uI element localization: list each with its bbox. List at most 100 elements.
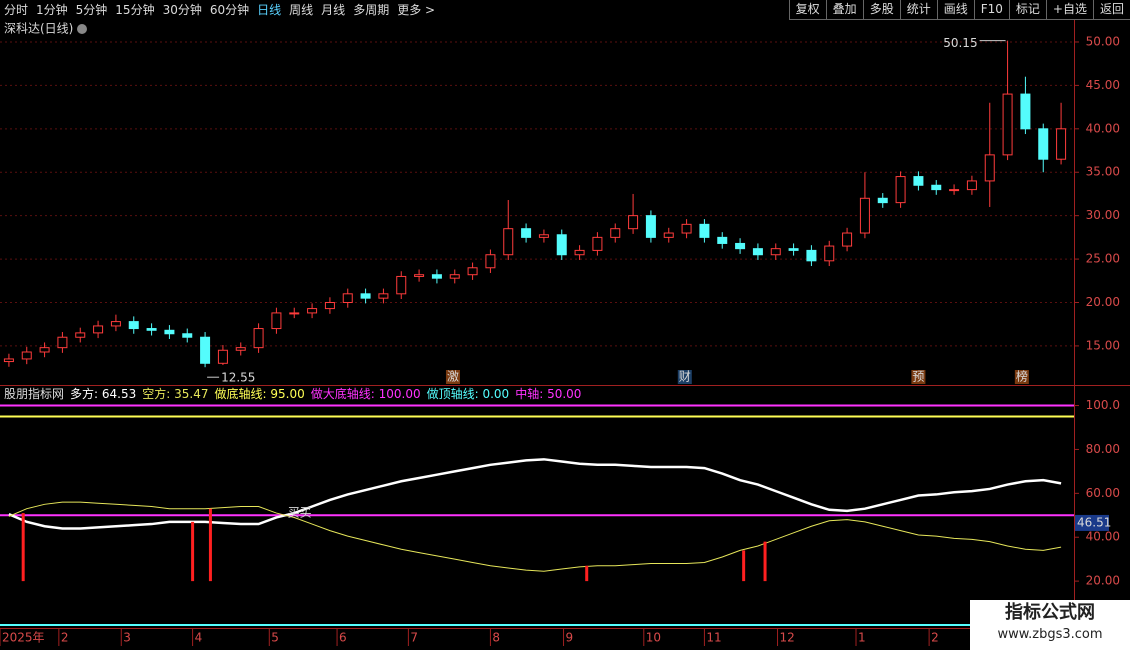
candle-body	[128, 321, 139, 330]
period-tab[interactable]: 15分钟	[115, 3, 155, 17]
x-tick-label: 12	[780, 631, 795, 645]
event-marker	[1014, 370, 1029, 384]
y-tick-label: 40.00	[1086, 530, 1120, 544]
action-button[interactable]: 叠加	[825, 0, 863, 20]
candle-body	[1002, 93, 1013, 156]
axis-border	[1074, 20, 1075, 630]
candle-body	[842, 232, 853, 247]
candle-body	[200, 336, 211, 364]
indicator-line	[8, 458, 1062, 530]
x-tick-label: 2	[61, 631, 69, 645]
candle-body	[3, 358, 14, 363]
period-tab[interactable]: 1分钟	[36, 3, 68, 17]
legend-name: 做大底轴线	[311, 387, 379, 401]
candle-body	[217, 349, 228, 364]
candle-body	[449, 274, 460, 279]
signal-bar	[585, 565, 589, 582]
candle-body	[806, 249, 817, 262]
candle-body	[735, 242, 746, 250]
candle-body	[235, 347, 246, 351]
candle-body	[1020, 93, 1031, 130]
y-tick-label: 50.00	[1086, 34, 1120, 48]
cursor-value: 46.51	[1077, 515, 1111, 529]
candle-body	[378, 293, 389, 299]
candle-body	[556, 234, 567, 256]
action-button[interactable]: 多股	[862, 0, 900, 20]
legend-value: 64.53	[101, 387, 137, 401]
y-tick-label: 35.00	[1086, 165, 1120, 179]
candle-body	[788, 248, 799, 251]
x-tick-label: 5	[271, 631, 279, 645]
candle-body	[21, 351, 32, 360]
legend-value: 100.00	[378, 387, 421, 401]
high-label: 50.15	[943, 36, 977, 50]
legend-name: 做底轴线	[214, 387, 270, 401]
candle-body	[663, 232, 674, 238]
indicator-title: 股朋指标网	[4, 387, 65, 401]
legend-item: 做底轴线95.00	[214, 387, 304, 401]
candle-body	[859, 197, 870, 234]
legend-value: 50.00	[547, 387, 582, 401]
event-marker-label: 预	[912, 370, 924, 384]
title-icon[interactable]	[77, 24, 87, 34]
action-button[interactable]: 复权	[788, 0, 826, 20]
x-tick-label: 11	[706, 631, 721, 645]
x-tick-label: 6	[339, 631, 347, 645]
candle-body	[289, 312, 300, 315]
toolbar: 分时 1分钟 5分钟 15分钟 30分钟 60分钟 日线 周线 月线 多周期 更多 > 复权 叠加 多股…	[0, 0, 1130, 20]
candle-body	[342, 293, 353, 304]
candle-body	[717, 236, 728, 244]
candle-body	[770, 248, 781, 256]
event-marker-label: 财	[679, 370, 691, 384]
legend-item: 空方35.47	[142, 387, 208, 401]
signal-bar	[191, 521, 195, 582]
x-tick-label: 3	[123, 631, 131, 645]
candle-body	[628, 215, 639, 230]
period-tab[interactable]: 30分钟	[162, 3, 202, 17]
y-tick-label: 30.00	[1086, 208, 1120, 222]
candle-body	[39, 347, 50, 353]
y-tick-label: 20.00	[1086, 574, 1120, 588]
period-tab[interactable]: 5分钟	[75, 3, 108, 17]
candle-body	[110, 321, 121, 327]
action-button[interactable]: 标记	[1008, 0, 1046, 20]
action-button[interactable]: +自选	[1045, 0, 1093, 20]
action-button[interactable]: 统计	[899, 0, 937, 20]
action-button[interactable]: 返回	[1092, 0, 1130, 20]
panel-separator	[0, 628, 1130, 629]
candle-body	[752, 248, 763, 256]
x-tick-label: 1	[858, 631, 866, 645]
candle-body	[699, 223, 710, 238]
period-tab[interactable]: 60分钟	[209, 3, 250, 17]
y-tick-label: 80.00	[1086, 442, 1120, 456]
legend-value: 95.00	[270, 387, 305, 401]
candle-body	[146, 328, 157, 331]
candle-body	[538, 234, 549, 238]
watermark-title: 指标公式网	[1005, 602, 1095, 623]
candle-body	[592, 236, 603, 251]
period-tab[interactable]: 多周期	[353, 3, 390, 17]
period-tab[interactable]: 月线	[321, 3, 346, 17]
period-tab[interactable]: 分时	[4, 3, 29, 17]
legend-name: 空方	[142, 387, 174, 401]
period-tab[interactable]: 更多 >	[397, 3, 436, 17]
candle-body	[271, 312, 282, 330]
legend-value: 0.00	[482, 387, 510, 401]
candle-body	[75, 332, 86, 338]
watermark: 指标公式网 www.zbgs3.com	[970, 600, 1130, 650]
candle-body	[396, 275, 407, 295]
candle-body	[57, 336, 68, 349]
action-button[interactable]: F10	[973, 0, 1009, 20]
indicator-line	[8, 501, 1062, 572]
x-tick-label: 7	[410, 631, 418, 645]
candle-body	[414, 274, 425, 277]
period-tab[interactable]: 周线	[289, 3, 314, 17]
y-tick-label: 25.00	[1086, 252, 1120, 266]
watermark-url: www.zbgs3.com	[997, 627, 1103, 642]
y-tick-label: 20.00	[1086, 295, 1120, 309]
candle-body	[485, 254, 496, 269]
action-button[interactable]: 画线	[936, 0, 974, 20]
x-tick-label: 2	[931, 631, 939, 645]
period-tab[interactable]: 日线	[257, 3, 282, 17]
